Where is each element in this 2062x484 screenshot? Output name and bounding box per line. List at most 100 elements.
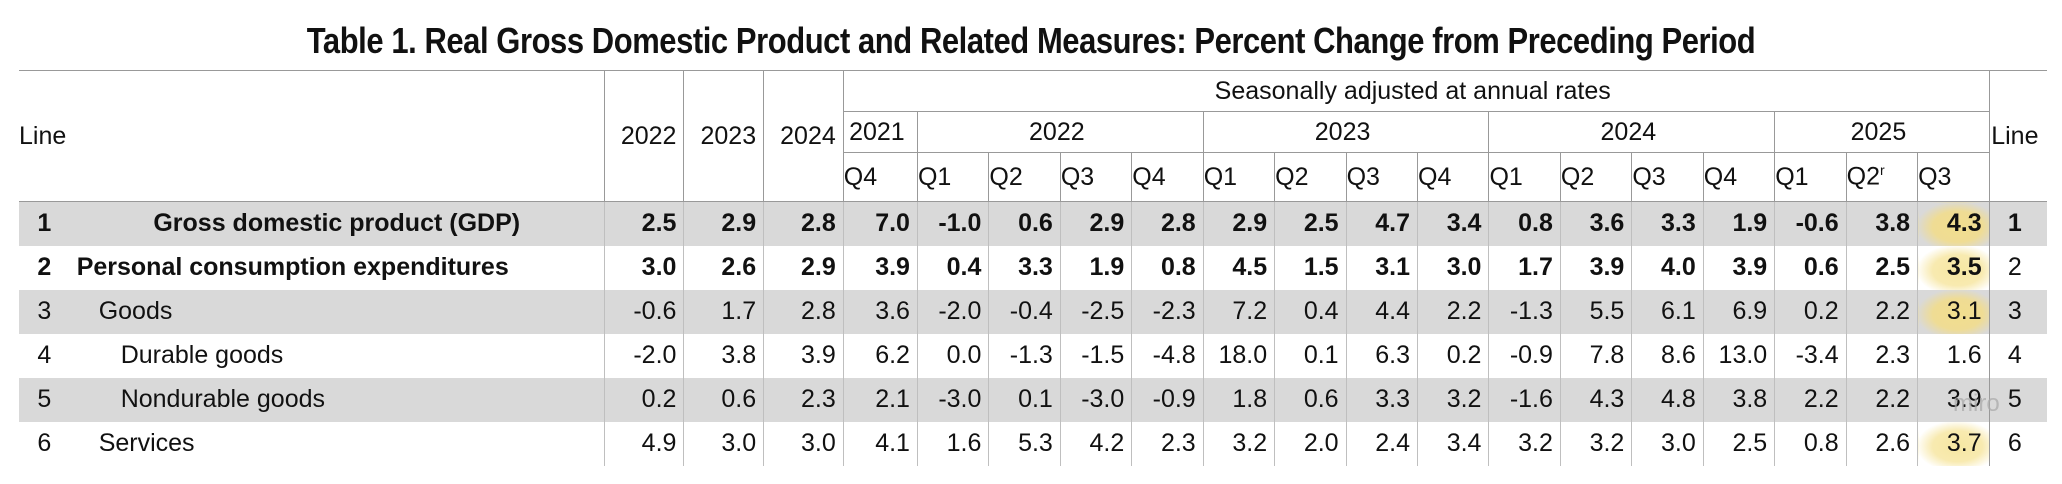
value-cell: -0.6 bbox=[1774, 201, 1847, 246]
value-cell: 4.1 bbox=[842, 421, 918, 466]
value-cell: 2.0 bbox=[1274, 421, 1347, 466]
value-cell: 0.0 bbox=[916, 333, 989, 378]
gdp-table: Line 2022 2023 2024 Seasonally adjusted … bbox=[19, 70, 2047, 466]
value-cell: -2.3 bbox=[1131, 289, 1204, 334]
row-label: Goods bbox=[76, 289, 605, 334]
value-cell: 2.9 bbox=[1059, 201, 1132, 246]
quarter-header-revised: Q2r bbox=[1845, 152, 1919, 202]
value-cell: 4.5 bbox=[1202, 245, 1275, 290]
table-row: 1 Gross domestic product (GDP) 2.5 2.9 2… bbox=[19, 201, 2047, 246]
value-cell: 0.4 bbox=[916, 245, 989, 290]
value-cell: 0.2 bbox=[1774, 289, 1847, 334]
line-number: 6 bbox=[37, 429, 52, 457]
value-cell: 3.3 bbox=[988, 245, 1061, 290]
value-cell: 5.5 bbox=[1559, 289, 1632, 334]
value-cell: 0.6 bbox=[1774, 245, 1847, 290]
value-cell: 3.0 bbox=[1631, 421, 1704, 466]
value-cell: 2.9 bbox=[1202, 201, 1275, 246]
value-cell: 1.7 bbox=[1488, 245, 1561, 290]
value-cell: 0.1 bbox=[1274, 333, 1347, 378]
value-cell: 3.8 bbox=[1845, 201, 1918, 246]
value-cell: 2.1 bbox=[842, 377, 918, 422]
quarter-header: Q2 bbox=[1274, 152, 1347, 202]
line-header: Line bbox=[19, 70, 605, 202]
line-number-right: 5 bbox=[1988, 377, 2047, 422]
quarter-header: Q3 bbox=[1345, 152, 1419, 202]
highlighted-value-cell: 3.7 bbox=[1917, 421, 1990, 466]
value-cell: 4.2 bbox=[1059, 421, 1132, 466]
value-cell: 2.5 bbox=[1274, 201, 1347, 246]
value-cell: 2.6 bbox=[1845, 421, 1918, 466]
table-row: 6 Services 4.9 3.0 3.0 4.1 1.6 5.3 4.2 2… bbox=[19, 421, 2047, 466]
value-cell: 13.0 bbox=[1702, 333, 1775, 378]
value-cell: -1.3 bbox=[1488, 289, 1561, 334]
seasonal-adjustment-header: Seasonally adjusted at annual rates bbox=[842, 70, 1990, 112]
row-label: Services bbox=[98, 429, 195, 457]
value-cell: 1.9 bbox=[1702, 201, 1775, 246]
value-cell: 3.9 bbox=[763, 333, 844, 378]
value-cell: 2.5 bbox=[603, 201, 684, 246]
value-cell: 3.0 bbox=[763, 421, 844, 466]
value-cell: 3.9 bbox=[1559, 245, 1632, 290]
highlighted-value-cell: 3.5 bbox=[1917, 245, 1990, 290]
value-cell: 6.3 bbox=[1345, 333, 1418, 378]
value-cell: 7.0 bbox=[842, 201, 918, 246]
value-cell: -2.0 bbox=[603, 333, 684, 378]
value-cell: 8.6 bbox=[1631, 333, 1704, 378]
value-cell: 3.8 bbox=[683, 333, 764, 378]
value-cell: 2.9 bbox=[763, 245, 844, 290]
value-cell: 3.3 bbox=[1345, 377, 1418, 422]
value-cell: 4.8 bbox=[1631, 377, 1704, 422]
value-cell: 0.6 bbox=[683, 377, 764, 422]
value-cell: 6.9 bbox=[1702, 289, 1775, 334]
annual-year-header: 2022 bbox=[603, 70, 685, 202]
value-cell: 2.9 bbox=[683, 201, 764, 246]
line-number-right: 4 bbox=[1988, 333, 2047, 378]
value-cell: 0.4 bbox=[1274, 289, 1347, 334]
value-cell: 1.5 bbox=[1274, 245, 1347, 290]
value-cell: 2.8 bbox=[763, 201, 844, 246]
quarter-header: Q1 bbox=[1774, 152, 1847, 202]
quarter-year-header: 2023 bbox=[1202, 111, 1490, 153]
quarter-header-label: Q2 bbox=[1846, 162, 1881, 191]
value-cell: 3.9 bbox=[1917, 377, 1990, 422]
value-cell: 7.8 bbox=[1559, 333, 1632, 378]
line-number: 2 bbox=[37, 253, 52, 281]
value-cell: 2.4 bbox=[1345, 421, 1418, 466]
value-cell: 2.6 bbox=[683, 245, 764, 290]
row-label: Personal consumption expenditures bbox=[76, 253, 509, 281]
value-cell: 0.1 bbox=[988, 377, 1061, 422]
row-label: Durable goods bbox=[120, 341, 284, 369]
row-label: Gross domestic product (GDP) bbox=[76, 201, 605, 246]
table-row: 4 Durable goods -2.0 3.8 3.9 6.2 0.0 -1.… bbox=[19, 333, 2047, 378]
value-cell: 6.2 bbox=[842, 333, 918, 378]
value-cell: 2.2 bbox=[1774, 377, 1847, 422]
line-number: 1 bbox=[19, 201, 77, 246]
value-cell: 2.2 bbox=[1845, 289, 1918, 334]
quarter-header: Q2 bbox=[1559, 152, 1633, 202]
value-cell: -2.5 bbox=[1059, 289, 1132, 334]
value-cell: 4.0 bbox=[1631, 245, 1704, 290]
value-cell: 4.7 bbox=[1345, 201, 1418, 246]
value-cell: -0.6 bbox=[603, 289, 684, 334]
value-cell: 3.6 bbox=[1559, 201, 1632, 246]
value-cell: -3.0 bbox=[1059, 377, 1132, 422]
quarter-header: Q4 bbox=[842, 152, 918, 202]
value-cell: 0.8 bbox=[1488, 201, 1561, 246]
table-row: 2 Personal consumption expenditures 3.0 … bbox=[19, 245, 2047, 290]
value-cell: 2.3 bbox=[1131, 421, 1204, 466]
quarter-header: Q3 bbox=[1917, 152, 1990, 202]
value-cell: 4.9 bbox=[603, 421, 684, 466]
value-cell: 2.3 bbox=[1845, 333, 1918, 378]
row-label: Nondurable goods bbox=[76, 377, 605, 422]
value-cell: 1.7 bbox=[683, 289, 764, 334]
value-cell: 0.2 bbox=[603, 377, 684, 422]
value-cell: 1.6 bbox=[916, 421, 989, 466]
value-cell: 1.8 bbox=[1202, 377, 1275, 422]
line-number-right: 6 bbox=[1988, 421, 2047, 466]
value-cell: 5.3 bbox=[988, 421, 1061, 466]
value-cell: 18.0 bbox=[1202, 333, 1275, 378]
value-cell: 1.9 bbox=[1059, 245, 1132, 290]
quarter-header: Q3 bbox=[1059, 152, 1133, 202]
value-cell: 2.3 bbox=[763, 377, 844, 422]
